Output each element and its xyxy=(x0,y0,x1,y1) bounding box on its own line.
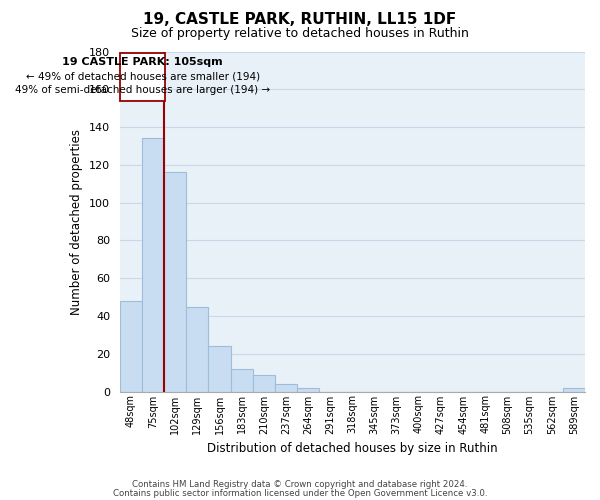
Bar xyxy=(142,138,164,392)
Bar xyxy=(297,388,319,392)
Bar xyxy=(208,346,230,392)
Bar xyxy=(275,384,297,392)
Y-axis label: Number of detached properties: Number of detached properties xyxy=(70,128,83,314)
Bar xyxy=(230,369,253,392)
Bar xyxy=(120,301,142,392)
Text: ← 49% of detached houses are smaller (194): ← 49% of detached houses are smaller (19… xyxy=(26,71,260,81)
Text: Size of property relative to detached houses in Ruthin: Size of property relative to detached ho… xyxy=(131,28,469,40)
Text: 49% of semi-detached houses are larger (194) →: 49% of semi-detached houses are larger (… xyxy=(15,85,270,95)
Bar xyxy=(563,388,585,392)
X-axis label: Distribution of detached houses by size in Ruthin: Distribution of detached houses by size … xyxy=(207,442,498,455)
Text: Contains HM Land Registry data © Crown copyright and database right 2024.: Contains HM Land Registry data © Crown c… xyxy=(132,480,468,489)
FancyBboxPatch shape xyxy=(120,54,165,100)
Bar xyxy=(187,306,208,392)
Bar xyxy=(253,374,275,392)
Bar xyxy=(164,172,187,392)
Text: 19, CASTLE PARK, RUTHIN, LL15 1DF: 19, CASTLE PARK, RUTHIN, LL15 1DF xyxy=(143,12,457,28)
Text: 19 CASTLE PARK: 105sqm: 19 CASTLE PARK: 105sqm xyxy=(62,57,223,67)
Text: Contains public sector information licensed under the Open Government Licence v3: Contains public sector information licen… xyxy=(113,488,487,498)
